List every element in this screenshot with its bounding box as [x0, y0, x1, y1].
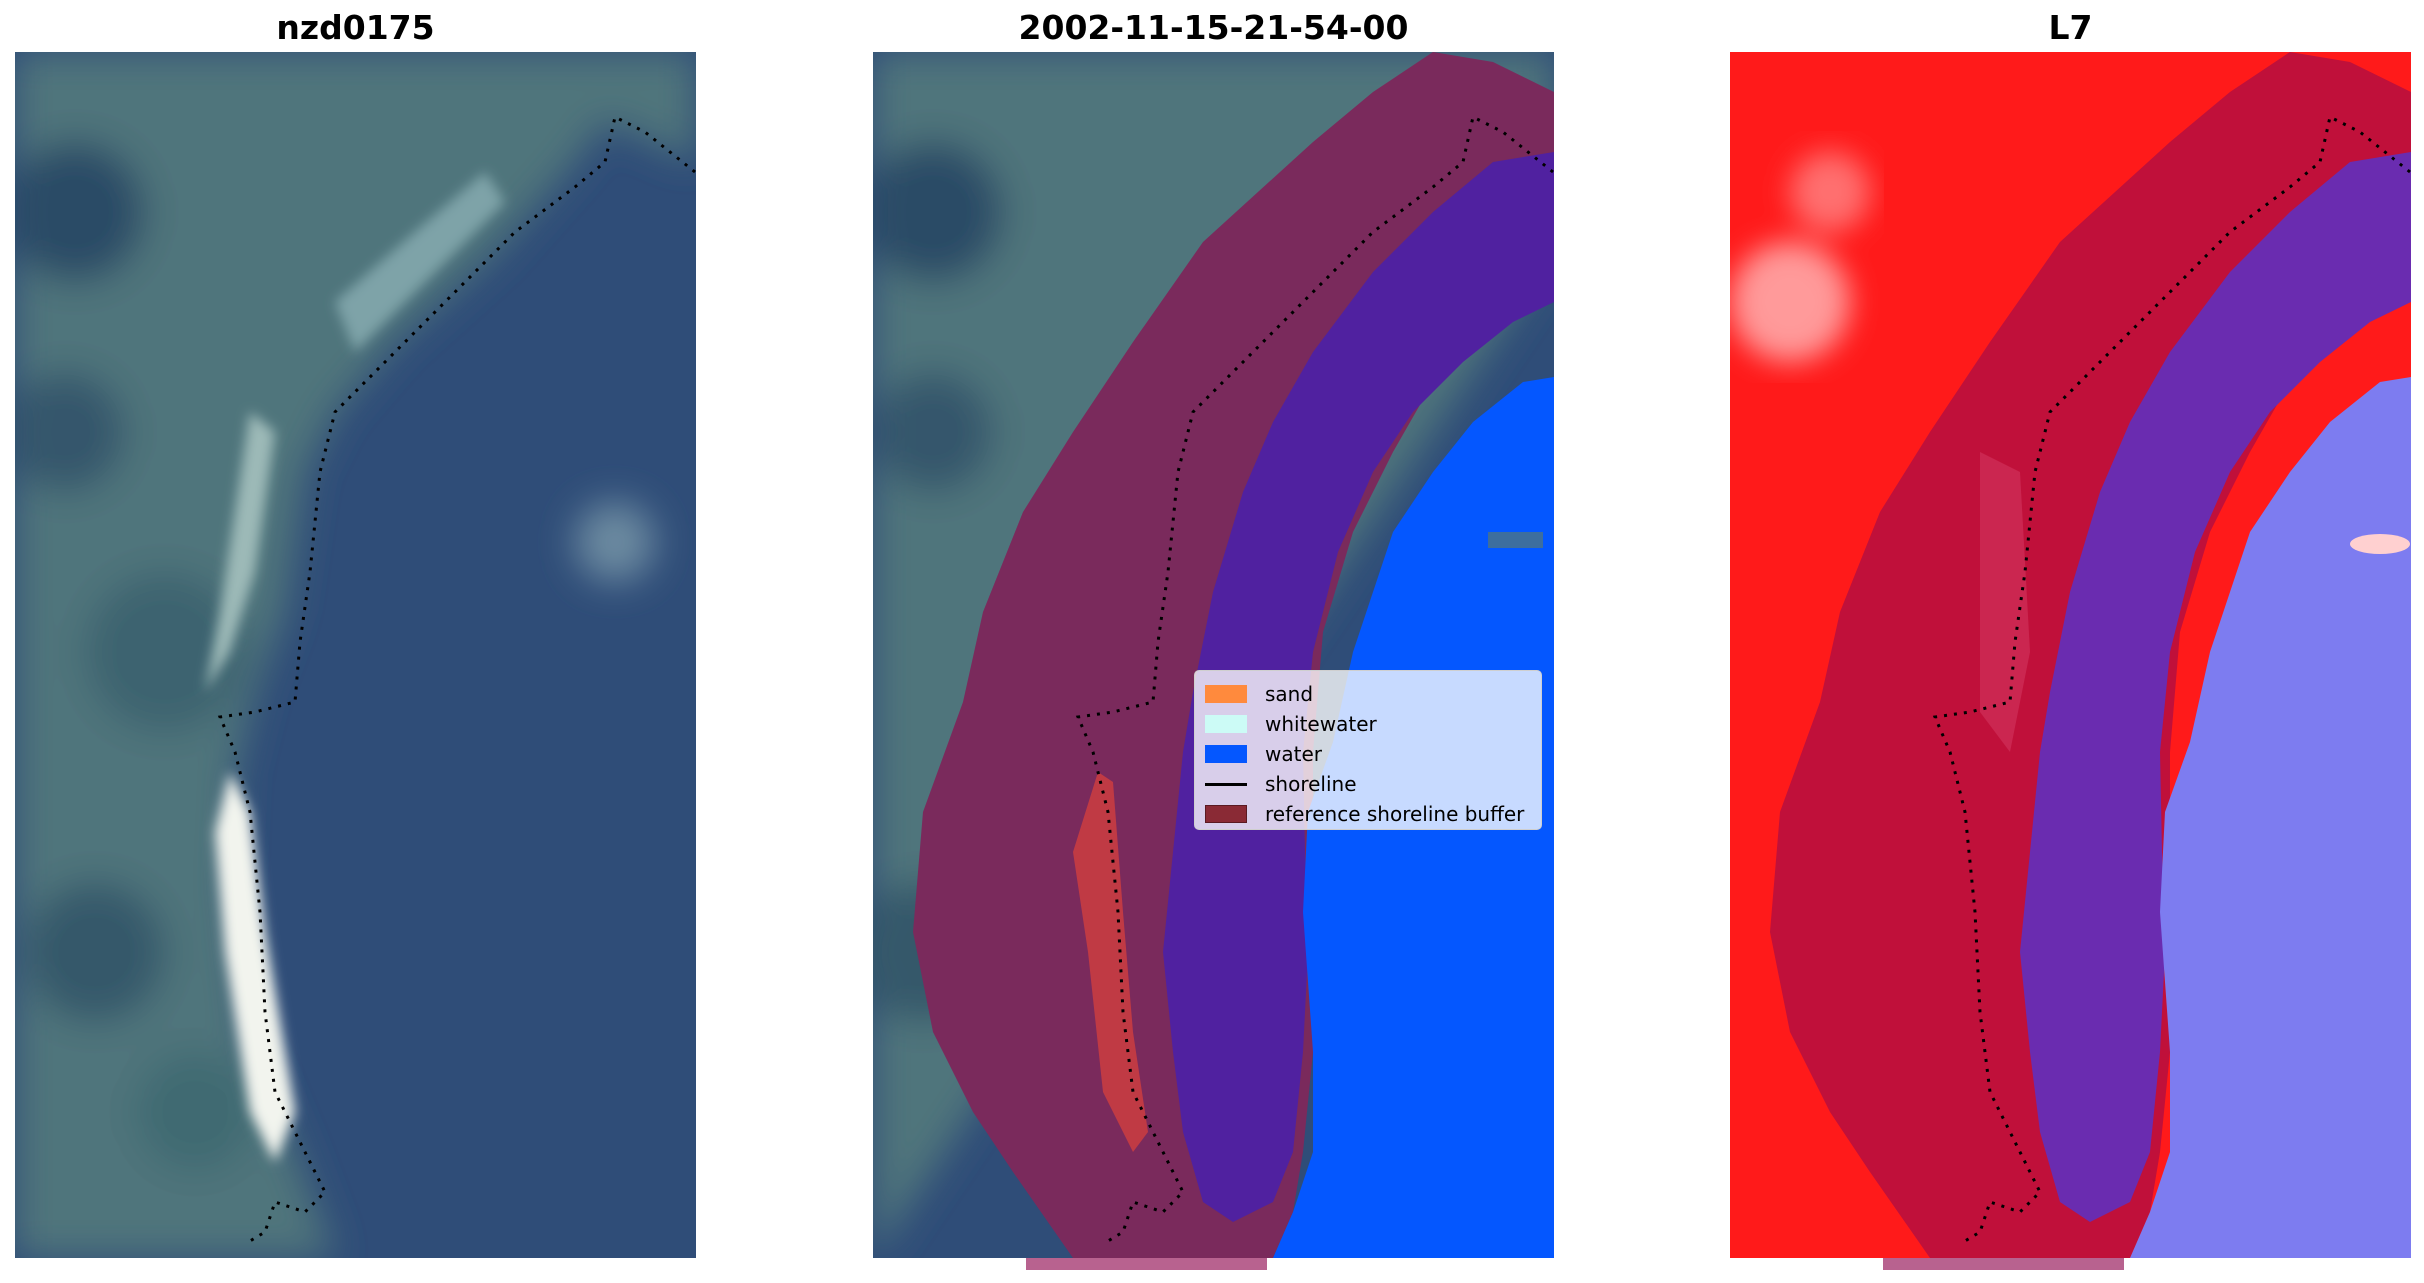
legend-label-reference-buffer: reference shoreline buffer [1265, 802, 1525, 826]
buffer-edge-strip-1 [1026, 1258, 1267, 1270]
panel-title-l7: L7 [2048, 8, 2093, 47]
legend-swatch-water [1205, 745, 1247, 763]
water-class-region [1163, 152, 1554, 1222]
legend-swatch-whitewater [1205, 715, 1247, 733]
legend-item-sand: sand [1205, 679, 1531, 709]
buffer-edge-strip-2 [1883, 1258, 2124, 1270]
legend-swatch-sand [1205, 685, 1247, 703]
legend-label-whitewater: whitewater [1265, 712, 1377, 736]
legend-label-sand: sand [1265, 682, 1314, 706]
legend: sand whitewater water shoreline referenc… [1194, 670, 1542, 830]
legend-item-shoreline: shoreline [1205, 769, 1531, 799]
rgb-image [15, 52, 696, 1258]
panel-title-rgb: nzd0175 [276, 8, 435, 47]
l7-water-region [2020, 152, 2411, 1222]
classification-image [873, 52, 1554, 1258]
legend-item-reference-buffer: reference shoreline buffer [1205, 799, 1531, 829]
legend-item-water: water [1205, 739, 1531, 769]
legend-swatch-reference-buffer [1205, 805, 1247, 823]
l7-panel [1730, 52, 2411, 1258]
sand-class-region [1073, 772, 1148, 1152]
legend-label-shoreline: shoreline [1265, 772, 1357, 796]
rgb-image-panel [15, 52, 696, 1258]
classification-panel [873, 52, 1554, 1258]
panel-title-classification: 2002-11-15-21-54-00 [1018, 8, 1409, 47]
legend-label-water: water [1265, 742, 1322, 766]
l7-image [1730, 52, 2411, 1258]
l7-open-water-region [2130, 377, 2411, 1258]
legend-item-whitewater: whitewater [1205, 709, 1531, 739]
legend-swatch-shoreline [1205, 782, 1247, 786]
